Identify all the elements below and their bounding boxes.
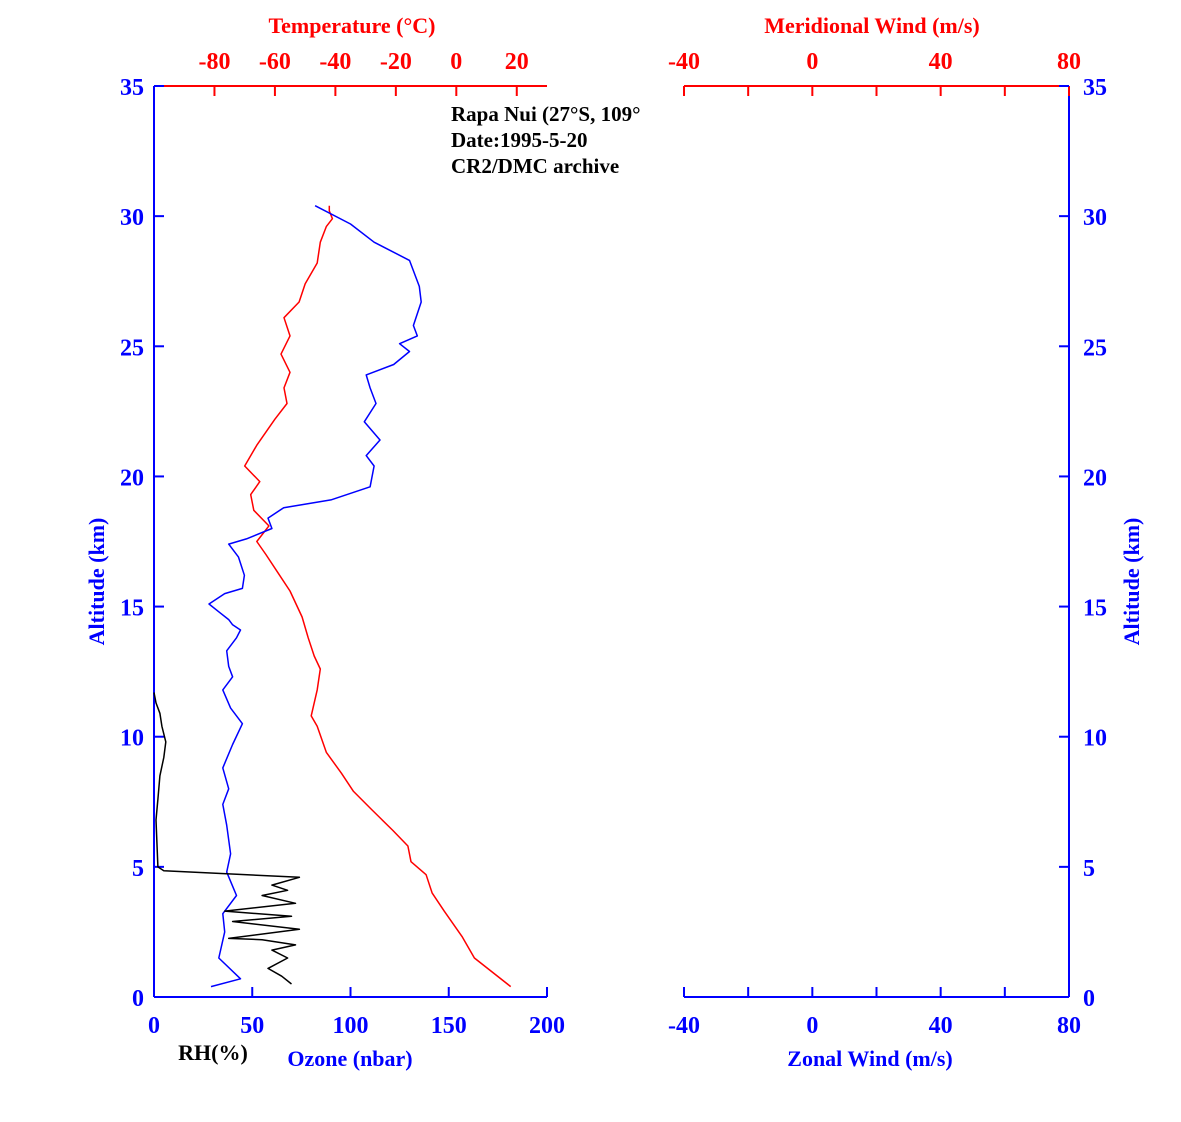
ozone-axis-title: Ozone (nbar) <box>287 1046 412 1071</box>
temperature-tick-label: 20 <box>505 49 529 75</box>
meridional-wind-tick-label: -40 <box>668 49 700 75</box>
meridional-wind-axis-title: Meridional Wind (m/s) <box>764 13 980 38</box>
ozone-profile-line <box>208 205 422 988</box>
right-altitude-tick-label: 20 <box>1083 465 1107 491</box>
altitude-tick-label: 0 <box>132 986 144 1012</box>
right-altitude-tick-label: 10 <box>1083 726 1107 752</box>
right-altitude-tick-label: 0 <box>1083 986 1095 1012</box>
ozone-tick-label: 150 <box>431 1013 467 1039</box>
zonal-wind-tick-label: 0 <box>806 1013 818 1039</box>
altitude-tick-label: 30 <box>120 205 144 231</box>
altitude-tick-label: 10 <box>120 726 144 752</box>
temperature-tick-label: -40 <box>319 49 351 75</box>
altitude-axis-title: Altitude (km) <box>84 518 109 646</box>
right-altitude-tick-label: 15 <box>1083 596 1107 622</box>
station-name: Rapa Nui (27°S, 109° <box>451 102 641 126</box>
altitude-tick-label: 35 <box>120 75 144 101</box>
right-altitude-tick-label: 5 <box>1083 856 1095 882</box>
meridional-wind-tick-label: 0 <box>806 49 818 75</box>
temperature-tick-label: 0 <box>450 49 462 75</box>
zonal-wind-tick-label: 80 <box>1057 1013 1081 1039</box>
temperature-tick-label: -20 <box>380 49 412 75</box>
right-panel: -40 0 40 80 -40 0 40 80 Zonal Wind (m/s) Meridion… <box>668 13 1144 1071</box>
temperature-axis-title: Temperature (°C) <box>268 13 435 38</box>
altitude-tick-label: 25 <box>120 335 144 361</box>
rh-profile-line <box>153 692 301 985</box>
sounding-date: Date:1995-5-20 <box>451 128 587 152</box>
temperature-profile-line <box>243 205 512 988</box>
rh-axis-title: RH(%) <box>178 1040 248 1065</box>
meridional-wind-tick-label: 40 <box>929 49 953 75</box>
ozone-tick-label: 200 <box>529 1013 565 1039</box>
ozone-tick-label: 100 <box>333 1013 369 1039</box>
zonal-wind-tick-label: 40 <box>929 1013 953 1039</box>
right-altitude-tick-label: 35 <box>1083 75 1107 101</box>
meridional-wind-tick-label: 80 <box>1057 49 1081 75</box>
zonal-wind-tick-label: -40 <box>668 1013 700 1039</box>
zonal-wind-axis-title: Zonal Wind (m/s) <box>787 1046 952 1071</box>
right-altitude-tick-label: 30 <box>1083 205 1107 231</box>
temperature-tick-label: -80 <box>198 49 230 75</box>
altitude-tick-label: 5 <box>132 856 144 882</box>
station-info: Rapa Nui (27°S, 109° Date:1995-5-20 CR2/… <box>451 102 641 178</box>
ozone-tick-label: 50 <box>240 1013 264 1039</box>
altitude-tick-label: 15 <box>120 596 144 622</box>
temperature-tick-label: -60 <box>259 49 291 75</box>
data-archive: CR2/DMC archive <box>451 154 619 178</box>
right-altitude-axis-title: Altitude (km) <box>1119 518 1144 646</box>
altitude-tick-label: 20 <box>120 465 144 491</box>
right-altitude-tick-label: 25 <box>1083 335 1107 361</box>
ozone-tick-label: 0 <box>148 1013 160 1039</box>
